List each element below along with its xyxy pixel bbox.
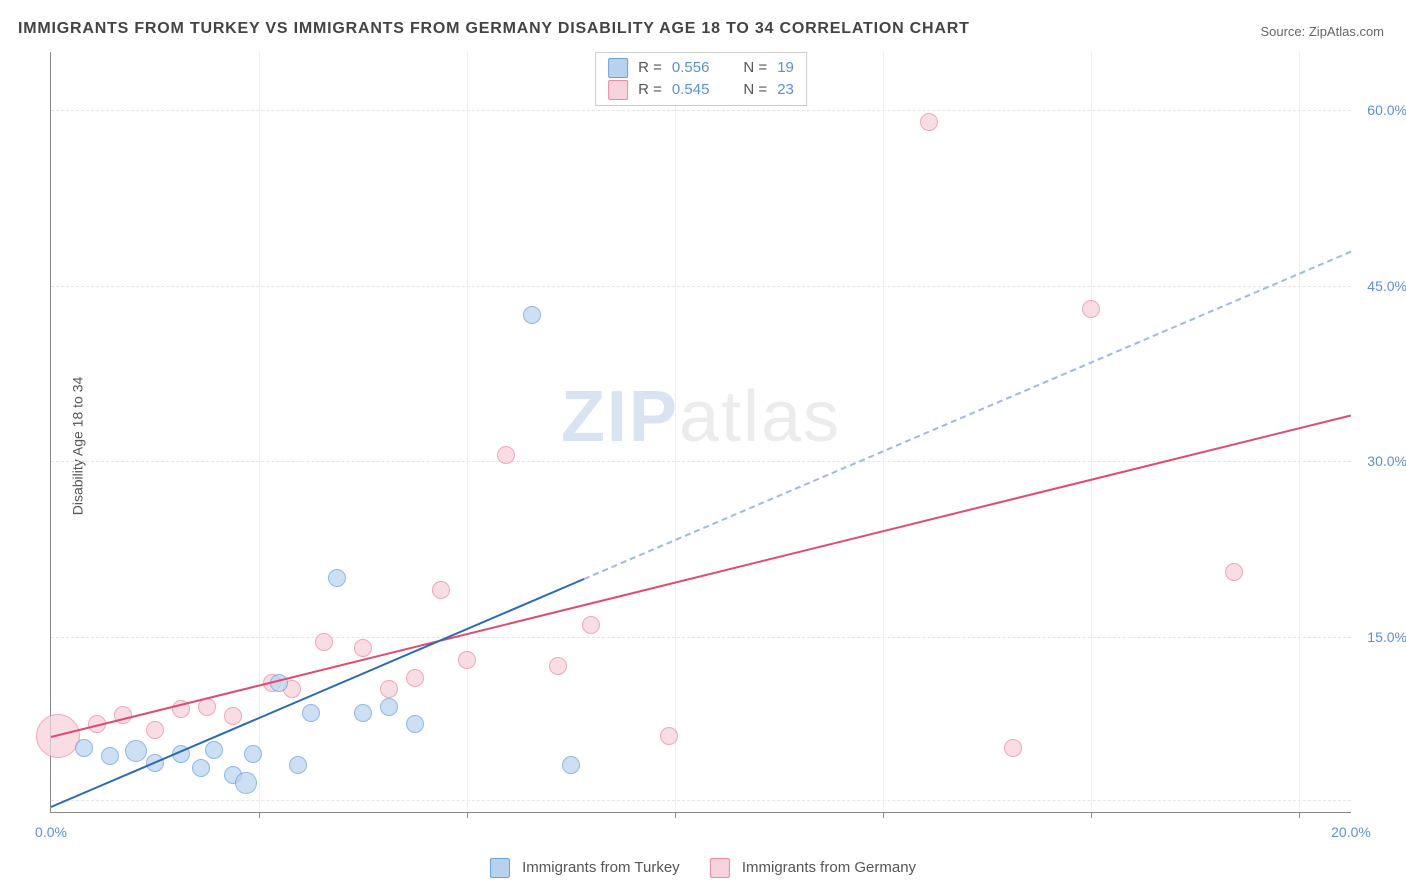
n-value-germany: 23 <box>777 79 794 101</box>
series-legend: Immigrants from Turkey Immigrants from G… <box>490 858 916 878</box>
stats-row-turkey: R = 0.556 N = 19 <box>608 57 794 79</box>
swatch-turkey <box>608 58 628 78</box>
data-point-germany <box>458 651 476 669</box>
data-point-turkey <box>289 756 307 774</box>
grid-line-v <box>883 52 884 812</box>
n-label: N = <box>743 57 767 79</box>
chart-container: IMMIGRANTS FROM TURKEY VS IMMIGRANTS FRO… <box>0 0 1406 892</box>
data-point-germany <box>660 727 678 745</box>
y-tick-label: 30.0% <box>1367 453 1406 469</box>
data-point-germany <box>1082 300 1100 318</box>
data-point-turkey <box>205 741 223 759</box>
y-tick-label: 45.0% <box>1367 278 1406 294</box>
data-point-germany <box>920 113 938 131</box>
data-point-germany <box>380 680 398 698</box>
data-point-turkey <box>406 715 424 733</box>
data-point-germany <box>497 446 515 464</box>
data-point-turkey <box>562 756 580 774</box>
data-point-turkey <box>75 739 93 757</box>
x-tick-mark <box>1299 812 1300 818</box>
x-tick-label: 20.0% <box>1331 824 1371 840</box>
data-point-turkey <box>125 740 147 762</box>
data-point-turkey <box>101 747 119 765</box>
legend-label-turkey: Immigrants from Turkey <box>522 859 680 876</box>
r-label: R = <box>638 57 662 79</box>
grid-line-h <box>51 800 1351 801</box>
x-tick-mark <box>259 812 260 818</box>
data-point-turkey <box>235 772 257 794</box>
grid-line-h <box>51 110 1351 111</box>
data-point-turkey <box>523 306 541 324</box>
x-tick-mark <box>467 812 468 818</box>
data-point-turkey <box>192 759 210 777</box>
grid-line-v <box>259 52 260 812</box>
grid-line-v <box>675 52 676 812</box>
watermark: ZIPatlas <box>561 376 841 458</box>
data-point-germany <box>1225 563 1243 581</box>
watermark-atlas: atlas <box>679 377 841 457</box>
data-point-germany <box>1004 739 1022 757</box>
x-tick-mark <box>1091 812 1092 818</box>
y-tick-label: 15.0% <box>1367 629 1406 645</box>
n-value-turkey: 19 <box>777 57 794 79</box>
x-tick-mark <box>883 812 884 818</box>
stats-row-germany: R = 0.545 N = 23 <box>608 79 794 101</box>
stats-legend: R = 0.556 N = 19 R = 0.545 N = 23 <box>595 52 807 106</box>
grid-line-h <box>51 637 1351 638</box>
legend-item-turkey: Immigrants from Turkey <box>490 858 680 878</box>
y-tick-label: 60.0% <box>1367 102 1406 118</box>
x-tick-label: 0.0% <box>35 824 67 840</box>
data-point-turkey <box>354 704 372 722</box>
data-point-turkey <box>244 745 262 763</box>
data-point-turkey <box>328 569 346 587</box>
plot-area: ZIPatlas R = 0.556 N = 19 R = 0.545 N = … <box>50 52 1351 813</box>
source-label: Source: ZipAtlas.com <box>1260 24 1384 39</box>
swatch-turkey <box>490 858 510 878</box>
n-label: N = <box>743 79 767 101</box>
data-point-germany <box>582 616 600 634</box>
data-point-germany <box>224 707 242 725</box>
legend-label-germany: Immigrants from Germany <box>742 859 916 876</box>
grid-line-v <box>1299 52 1300 812</box>
grid-line-v <box>467 52 468 812</box>
data-point-germany <box>406 669 424 687</box>
trend-line <box>51 414 1351 737</box>
data-point-turkey <box>302 704 320 722</box>
r-value-turkey: 0.556 <box>672 57 710 79</box>
r-value-germany: 0.545 <box>672 79 710 101</box>
data-point-germany <box>354 639 372 657</box>
data-point-turkey <box>380 698 398 716</box>
chart-title: IMMIGRANTS FROM TURKEY VS IMMIGRANTS FRO… <box>18 20 970 38</box>
data-point-germany <box>146 721 164 739</box>
grid-line-v <box>1091 52 1092 812</box>
swatch-germany <box>710 858 730 878</box>
swatch-germany <box>608 80 628 100</box>
data-point-germany <box>432 581 450 599</box>
watermark-zip: ZIP <box>561 377 679 457</box>
r-label: R = <box>638 79 662 101</box>
x-tick-mark <box>675 812 676 818</box>
trend-line <box>584 251 1352 580</box>
data-point-germany <box>549 657 567 675</box>
legend-item-germany: Immigrants from Germany <box>710 858 916 878</box>
data-point-germany <box>315 633 333 651</box>
trend-line <box>51 578 585 808</box>
grid-line-h <box>51 286 1351 287</box>
